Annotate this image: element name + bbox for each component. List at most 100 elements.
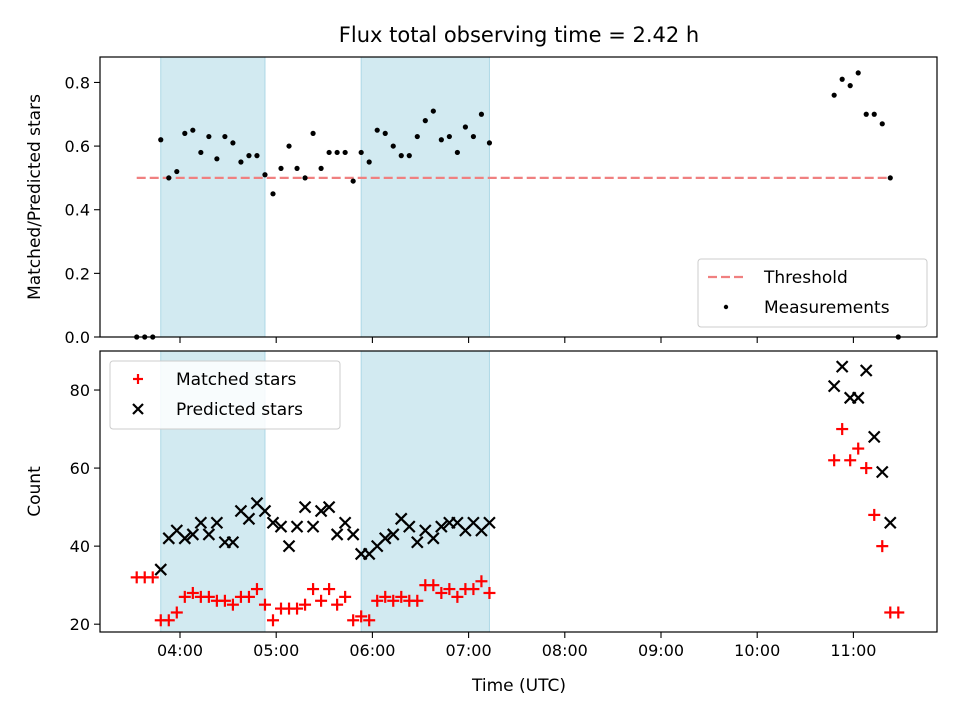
data-point (355, 610, 368, 623)
data-point (366, 159, 372, 165)
data-point (363, 614, 376, 627)
data-point (202, 528, 216, 541)
data-point (331, 598, 344, 611)
data-point (467, 583, 480, 596)
data-point (827, 379, 841, 393)
data-point (190, 127, 196, 133)
data-point (270, 191, 276, 197)
data-point (883, 516, 897, 530)
data-point (250, 583, 263, 596)
data-point (299, 598, 312, 611)
data-point (462, 124, 468, 130)
x-tick-label: 09:00 (638, 641, 684, 660)
y-tick-label: 0.8 (65, 73, 90, 92)
data-point (282, 539, 296, 553)
data-point (194, 516, 208, 530)
data-point (863, 111, 869, 117)
data-point (262, 172, 268, 178)
data-point (350, 178, 356, 184)
data-point (230, 140, 236, 146)
data-point (398, 153, 404, 159)
data-point (310, 130, 316, 136)
data-point (278, 165, 284, 171)
data-point (867, 430, 881, 444)
data-point (414, 133, 420, 140)
y-axis-label: Matched/Predicted stars (25, 94, 45, 300)
data-point (274, 520, 288, 533)
data-point (382, 130, 388, 136)
data-point (339, 590, 352, 603)
data-point (206, 133, 212, 140)
data-point (454, 149, 460, 156)
data-point (435, 520, 448, 533)
data-point (315, 594, 328, 607)
legend-swatch (133, 374, 143, 384)
data-point (294, 165, 300, 171)
data-point (322, 500, 336, 514)
x-axis-label: Time (UTC) (471, 676, 566, 696)
data-point (222, 133, 228, 140)
data-point (483, 516, 496, 530)
data-point (286, 143, 292, 149)
y-tick-label: 60 (70, 459, 90, 478)
data-point (831, 92, 837, 98)
data-point (844, 454, 857, 467)
x-tick-label: 06:00 (349, 641, 395, 660)
legend-box (109, 360, 341, 430)
data-point (371, 594, 384, 607)
series-predicted-stars (154, 360, 897, 576)
data-point (835, 360, 849, 373)
data-point (475, 575, 488, 588)
data-point (411, 594, 424, 607)
data-point (338, 516, 352, 530)
data-point (346, 528, 360, 541)
panel-count: 04:00 05:00 06:00 07:00 08:00 09:00 10:00 11:00… (25, 350, 938, 660)
data-point (242, 512, 256, 526)
chart-title: Flux total observing time = 2.42 h (339, 23, 699, 47)
data-point (851, 391, 865, 405)
data-point (427, 532, 440, 545)
data-point (446, 133, 452, 140)
data-point (402, 520, 416, 533)
x-tick-label: 10:00 (734, 641, 780, 660)
series-measurements (134, 70, 901, 340)
data-point (158, 137, 164, 143)
x-tick-label: 07:00 (446, 641, 492, 660)
data-point (478, 111, 485, 117)
data-point (218, 594, 231, 607)
data-point (358, 149, 364, 156)
shaded-interval-1 (160, 56, 266, 338)
data-point (258, 504, 272, 518)
data-point (174, 168, 180, 175)
legend-label: Matched stars (176, 370, 296, 390)
data-point (887, 175, 893, 181)
legend-label: Threshold (763, 268, 848, 288)
data-point (318, 165, 324, 171)
legend-label: Predicted stars (176, 400, 303, 420)
data-point (334, 149, 340, 156)
data-point (170, 606, 183, 619)
data-point (186, 586, 199, 599)
axes-frame (99, 350, 938, 633)
data-point (238, 159, 244, 165)
data-point (302, 175, 308, 181)
data-point (186, 528, 200, 541)
legend-label: Measurements (764, 298, 890, 318)
data-point (323, 583, 336, 596)
data-point (178, 590, 191, 603)
y-tick-label: 0.4 (65, 201, 90, 220)
legend-swatch (723, 304, 729, 310)
data-point (182, 130, 188, 136)
data-point (162, 614, 175, 627)
series-matched-stars (130, 423, 905, 627)
data-point (435, 586, 448, 599)
data-point (342, 149, 348, 156)
data-point (486, 140, 493, 146)
data-point (154, 563, 168, 576)
data-point (291, 602, 304, 615)
data-point (847, 83, 853, 89)
x-tick-label: 08:00 (542, 641, 588, 660)
shaded-interval-2 (360, 56, 490, 338)
data-point (871, 111, 877, 117)
data-point (470, 133, 477, 140)
